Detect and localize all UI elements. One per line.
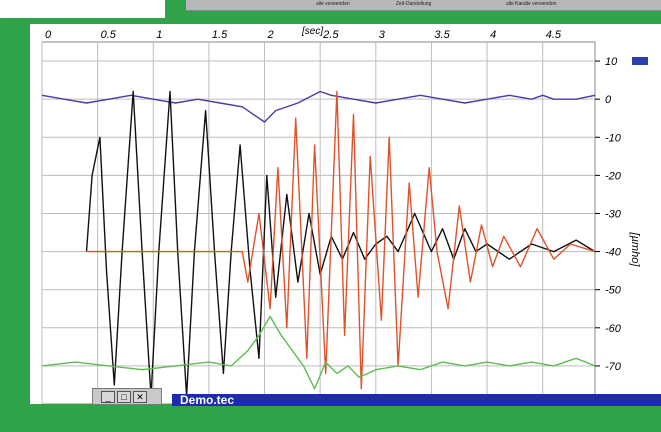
close-button[interactable]: ✕ (133, 391, 147, 403)
toolbar-strip: alle verwenden Zeit-Darstellung alle Kan… (186, 0, 661, 11)
y-tick-label: -60 (605, 323, 622, 335)
x-tick-label: 4 (490, 29, 496, 41)
signal-chart: 0 0.5 1 1.5 2 2.5 3 3.5 4 4.5 [sec] 10 0 -10 -20 -30 -40… (41, 26, 641, 404)
y-tick-label: 10 (605, 56, 618, 68)
red-series-line (86, 90, 596, 390)
maximize-button[interactable]: □ (117, 391, 131, 403)
x-axis-label: [sec] (301, 26, 323, 37)
plot-window: 0 0.5 1 1.5 2 2.5 3 3.5 4 4.5 [sec] 10 0 -10 -20 -30 -40… (30, 24, 661, 404)
y-tick-label: -30 (605, 208, 622, 220)
option-all-channels[interactable]: alle Kanäle verwenden (506, 1, 557, 7)
x-tick-label: 3 (379, 29, 386, 41)
y-tick-label: -70 (605, 361, 622, 373)
x-tick-label: 1.5 (212, 29, 228, 41)
y-tick-label: 0 (605, 94, 612, 106)
window-controls: _ □ ✕ (92, 388, 162, 405)
y-tick-label: -20 (605, 170, 622, 182)
x-tick-label: 4.5 (546, 29, 562, 41)
x-tick-label: 2.5 (322, 29, 339, 41)
y-tick-label: -50 (605, 285, 622, 297)
blue-series-line (41, 90, 596, 123)
x-tick-label: 0.5 (101, 29, 117, 41)
option-all-use[interactable]: alle verwenden (316, 1, 350, 7)
option-time-display[interactable]: Zeit-Darstellung (396, 1, 432, 7)
x-tick-label: 3.5 (434, 29, 450, 41)
black-series-line (85, 90, 596, 398)
minimize-button[interactable]: _ (101, 391, 115, 403)
x-tick-label: 1 (156, 29, 162, 41)
legend-swatch (632, 57, 648, 65)
y-tick-label: -40 (605, 247, 622, 259)
green-series-line (41, 315, 596, 390)
x-tick-label: 2 (267, 29, 274, 41)
top-left-panel (0, 0, 165, 18)
x-tick-label: 0 (45, 29, 52, 41)
taskbar-title: Demo.tec (180, 393, 235, 407)
taskbar-window[interactable]: Demo.tec (172, 393, 661, 407)
y-tick-label: -10 (605, 132, 622, 144)
y-axis-label: [µmho] (629, 232, 641, 268)
